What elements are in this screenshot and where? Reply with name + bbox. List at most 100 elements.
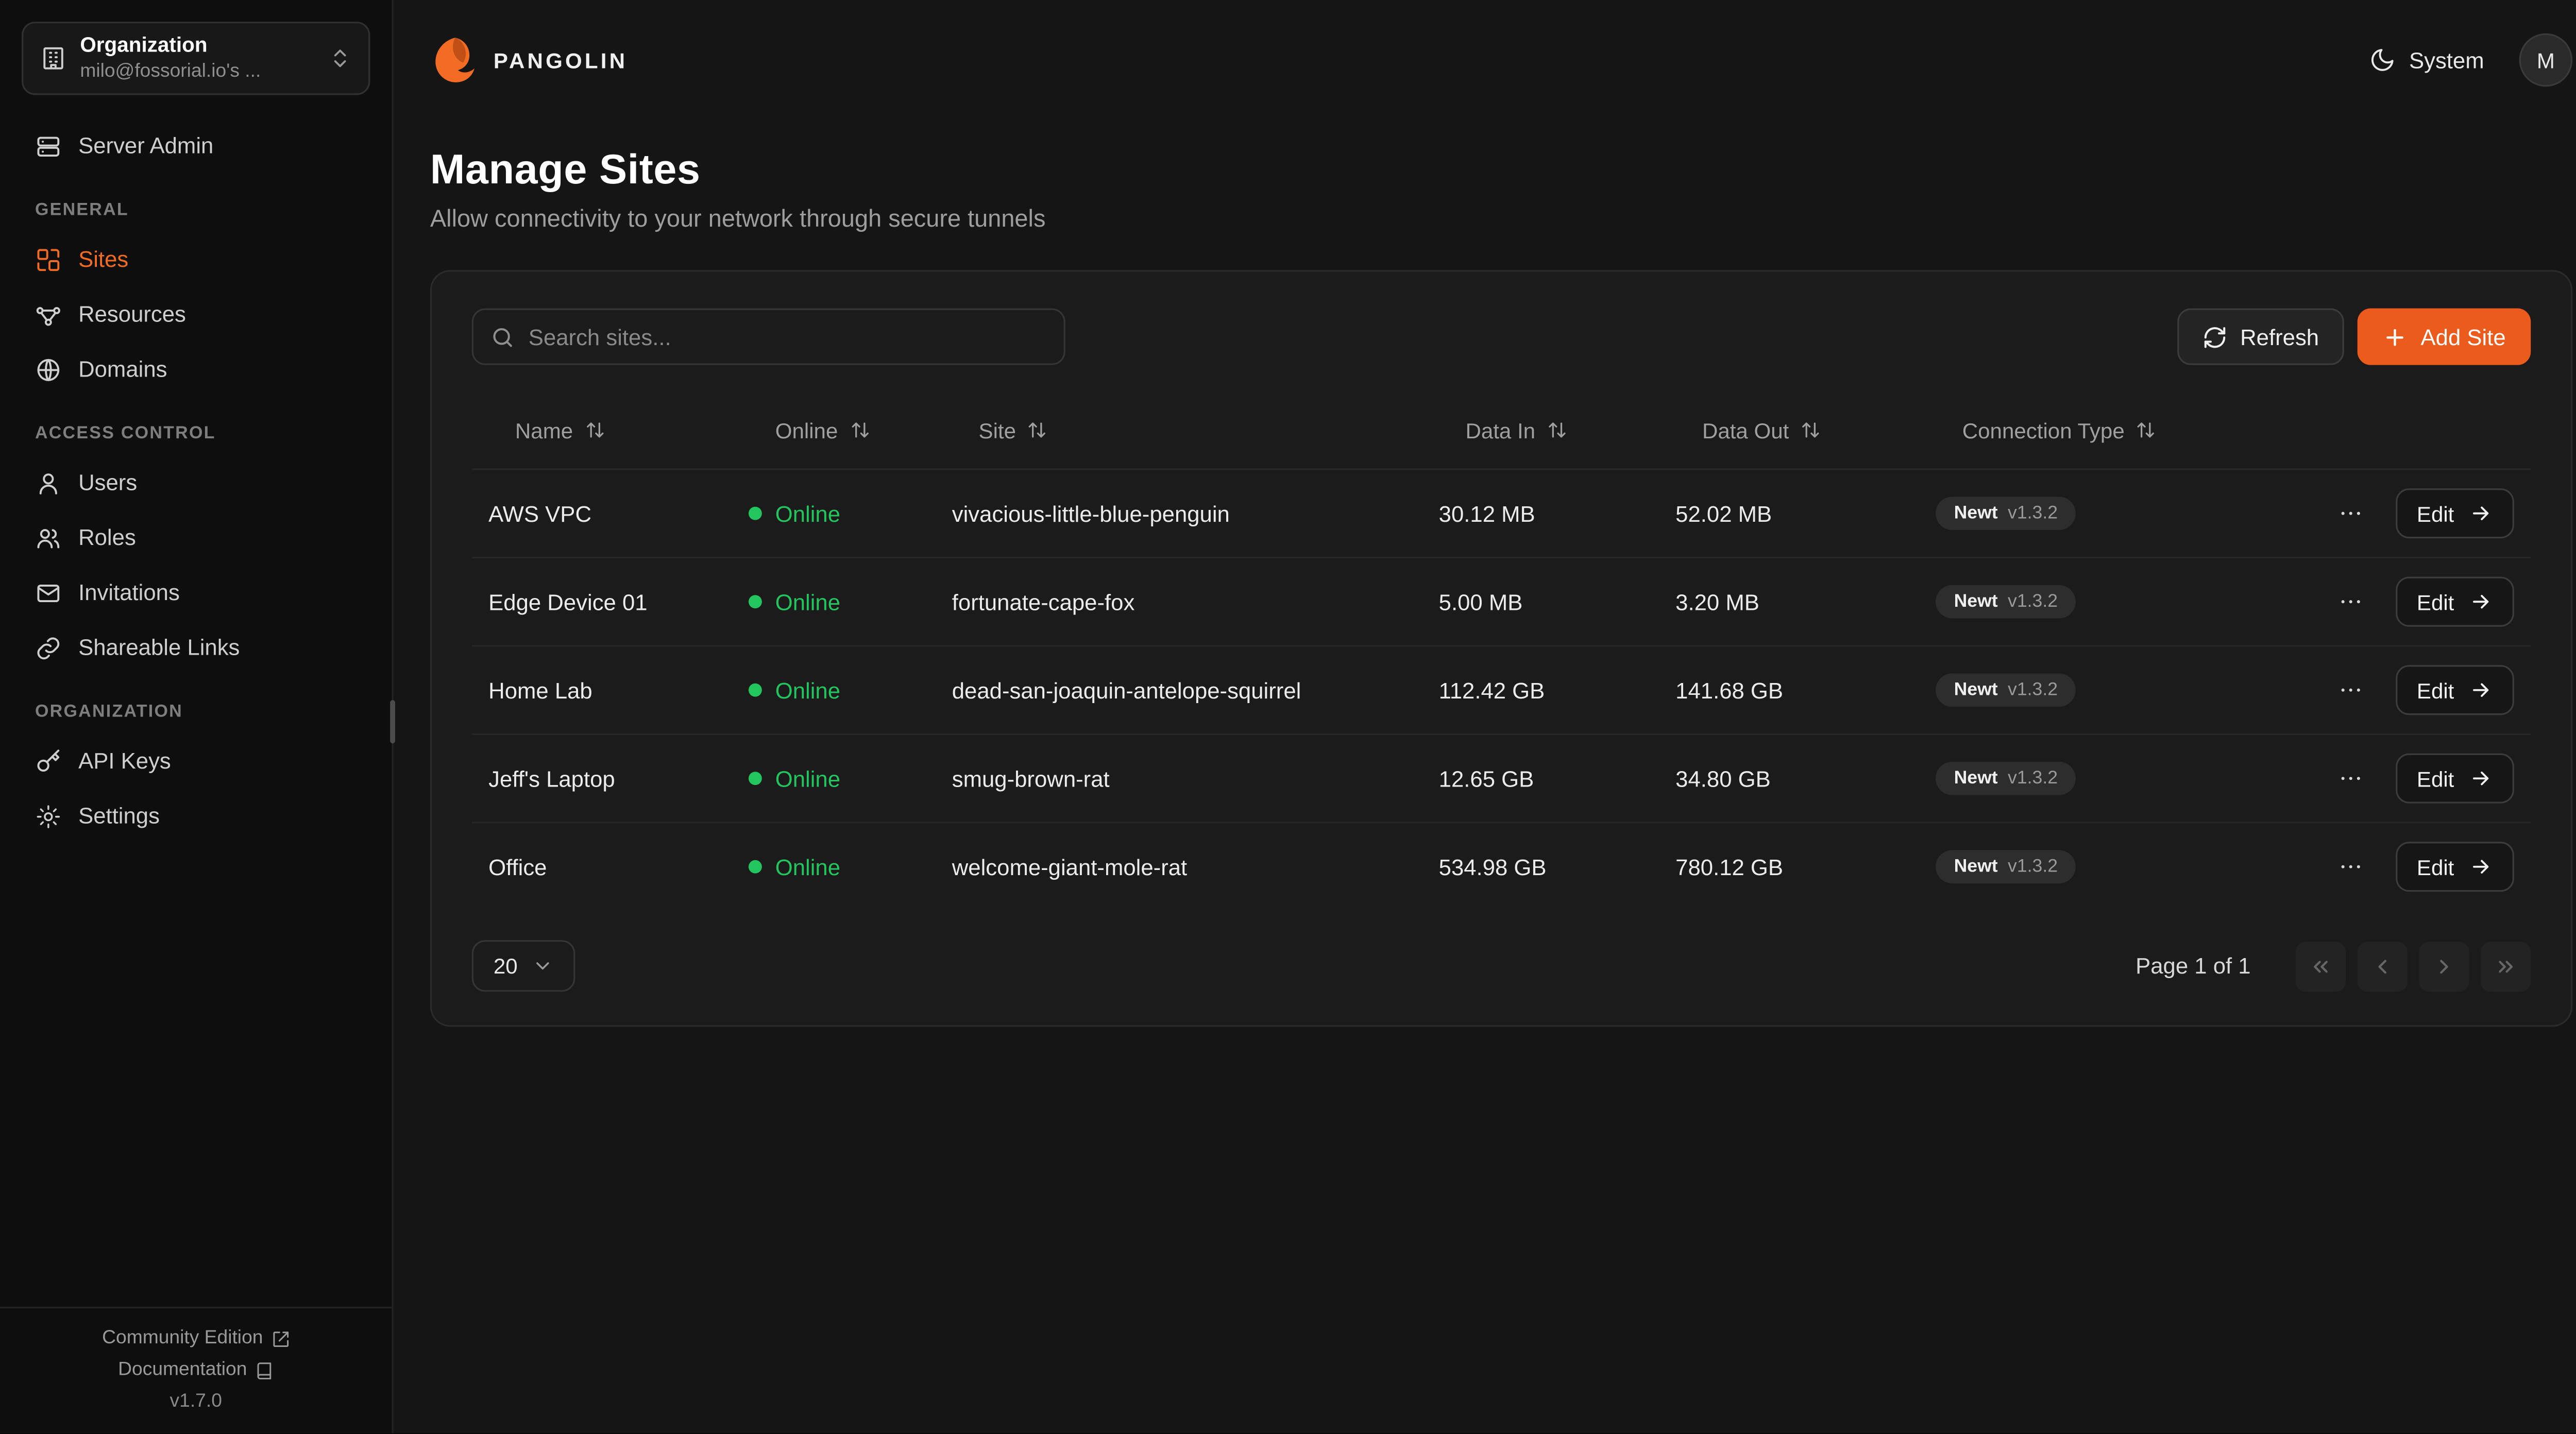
sidebar-item-resources[interactable]: Resources xyxy=(20,287,372,342)
sidebar-item-sites[interactable]: Sites xyxy=(20,232,372,287)
avatar[interactable]: M xyxy=(2519,33,2573,87)
connection-type-cell: Newt v1.3.2 xyxy=(1935,850,2293,884)
connection-name: Newt xyxy=(1954,680,1998,701)
page-size-select[interactable]: 20 xyxy=(471,940,576,992)
column-header-label: Data In xyxy=(1465,417,1536,443)
sites-icon xyxy=(37,248,60,270)
chevrons-up-down-icon xyxy=(334,49,346,67)
row-menu-button[interactable] xyxy=(2330,670,2370,710)
status-label: Online xyxy=(775,854,841,879)
row-actions-cell: Edit xyxy=(2293,576,2514,627)
sidebar-item-settings[interactable]: Settings xyxy=(20,789,372,844)
sidebar-item-domains[interactable]: Domains xyxy=(20,342,372,397)
prev-page-button[interactable] xyxy=(2357,941,2408,991)
next-page-button[interactable] xyxy=(2419,941,2469,991)
sidebar-item-invitations[interactable]: Invitations xyxy=(20,565,372,620)
edit-button[interactable]: Edit xyxy=(2395,665,2514,715)
org-picker[interactable]: Organization milo@fossorial.io's ... xyxy=(22,22,370,95)
documentation-link[interactable]: Documentation xyxy=(118,1360,274,1380)
chevron-right-icon xyxy=(2440,959,2448,973)
sites-card: Refresh Add Site Name Online xyxy=(430,270,2573,1027)
edit-button[interactable]: Edit xyxy=(2395,753,2514,804)
connection-type-cell: Newt v1.3.2 xyxy=(1935,585,2293,619)
documentation-label: Documentation xyxy=(118,1360,247,1380)
book-icon xyxy=(258,1361,272,1379)
site-slug-cell: vivacious-little-blue-penguin xyxy=(952,501,1230,526)
edit-button-label: Edit xyxy=(2416,854,2454,879)
sort-icon xyxy=(851,422,868,438)
column-header-name[interactable]: Name xyxy=(488,418,749,442)
data-out-cell: 3.20 MB xyxy=(1675,589,1759,614)
site-slug-cell: smug-brown-rat xyxy=(952,765,1110,791)
last-page-button[interactable] xyxy=(2481,941,2531,991)
column-header-connection-type[interactable]: Connection Type xyxy=(1936,418,2293,442)
pager-buttons xyxy=(2295,941,2531,991)
user-icon xyxy=(39,472,57,494)
online-dot-icon xyxy=(748,772,762,786)
edit-button-label: Edit xyxy=(2416,589,2454,614)
sidebar-item-roles[interactable]: Roles xyxy=(20,510,372,565)
table-row: AWS VPC Online vivacious-little-blue-pen… xyxy=(471,468,2531,557)
data-in-cell: 5.00 MB xyxy=(1438,589,1523,614)
site-name-cell: AWS VPC xyxy=(488,501,592,526)
edit-button-label: Edit xyxy=(2416,765,2454,791)
refresh-button-label: Refresh xyxy=(2240,324,2319,349)
column-header-data-in[interactable]: Data In xyxy=(1439,417,1676,443)
refresh-button[interactable]: Refresh xyxy=(2177,308,2344,365)
site-name-cell: Office xyxy=(488,854,547,879)
community-edition-link[interactable]: Community Edition xyxy=(102,1328,290,1348)
edit-button[interactable]: Edit xyxy=(2395,576,2514,627)
add-site-button[interactable]: Add Site xyxy=(2357,308,2531,365)
ellipsis-icon xyxy=(2341,688,2360,692)
sidebar-item-label: Server Admin xyxy=(78,133,214,159)
page-size-value: 20 xyxy=(493,953,518,979)
data-in-cell: 112.42 GB xyxy=(1438,677,1545,703)
arrow-right-icon xyxy=(2473,771,2489,786)
app-version: v1.7.0 xyxy=(170,1392,222,1412)
online-dot-icon xyxy=(748,683,762,697)
site-status-cell: Online xyxy=(748,677,952,703)
column-header-online[interactable]: Online xyxy=(749,417,952,443)
sidebar-item-api-keys[interactable]: API Keys xyxy=(20,733,372,789)
roles-icon xyxy=(37,528,60,548)
sidebar-spacer xyxy=(0,843,392,1307)
sidebar-item-label: Shareable Links xyxy=(78,635,240,660)
arrow-right-icon xyxy=(2473,860,2489,874)
status-label: Online xyxy=(775,765,841,791)
theme-toggle-button[interactable]: System xyxy=(2369,47,2484,74)
column-header-site[interactable]: Site xyxy=(952,417,1439,443)
resources-icon xyxy=(36,306,60,325)
sidebar-item-server-admin[interactable]: Server Admin xyxy=(20,118,372,174)
sidebar-item-users[interactable]: Users xyxy=(20,455,372,510)
table-footer: 20 Page 1 of 1 xyxy=(471,940,2531,992)
connection-version: v1.3.2 xyxy=(2008,857,2058,877)
edit-button[interactable]: Edit xyxy=(2395,488,2514,539)
row-menu-button[interactable] xyxy=(2330,847,2370,887)
add-site-button-label: Add Site xyxy=(2420,324,2506,349)
sidebar-item-label: Domains xyxy=(78,356,167,382)
column-header-label: Online xyxy=(775,417,838,443)
table-row: Home Lab Online dead-san-joaquin-antelop… xyxy=(471,645,2531,733)
online-dot-icon xyxy=(748,595,762,609)
chevron-left-icon xyxy=(2378,959,2386,973)
column-header-label: Site xyxy=(978,417,1016,443)
sidebar-resize-handle[interactable] xyxy=(390,700,395,744)
sidebar-item-shareable-links[interactable]: Shareable Links xyxy=(20,620,372,675)
site-name-cell: Edge Device 01 xyxy=(488,589,648,614)
status-label: Online xyxy=(775,677,841,703)
row-menu-button[interactable] xyxy=(2330,582,2370,622)
sidebar-item-label: Roles xyxy=(78,525,136,550)
edit-button[interactable]: Edit xyxy=(2395,842,2514,892)
row-menu-button[interactable] xyxy=(2330,493,2370,534)
column-header-data-out[interactable]: Data Out xyxy=(1675,418,1936,442)
search-input[interactable] xyxy=(528,324,1047,349)
row-menu-button[interactable] xyxy=(2330,758,2370,798)
sidebar-item-label: API Keys xyxy=(78,748,171,774)
first-page-button[interactable] xyxy=(2295,941,2346,991)
status-label: Online xyxy=(775,501,841,526)
globe-icon xyxy=(37,358,60,381)
chevron-down-icon xyxy=(537,962,550,970)
org-picker-text: Organization milo@fossorial.io's ... xyxy=(80,31,315,86)
row-actions-cell: Edit xyxy=(2293,665,2514,715)
